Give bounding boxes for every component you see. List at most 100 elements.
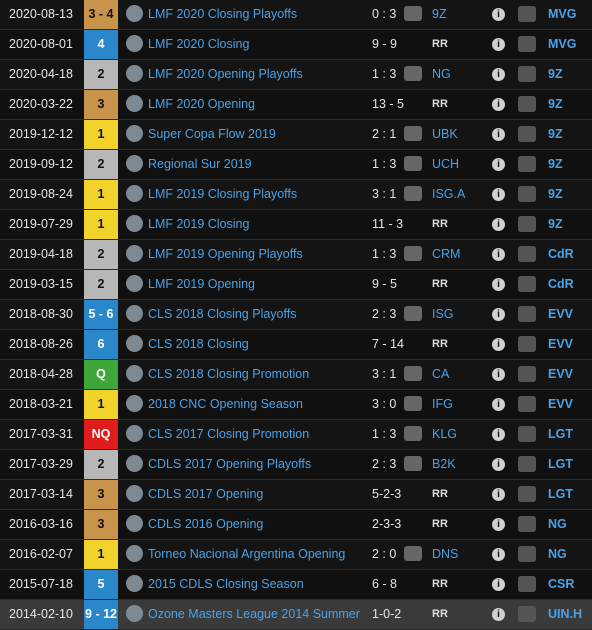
team-link[interactable]: MVG: [548, 7, 577, 21]
team-link[interactable]: NG: [548, 547, 567, 561]
info-icon[interactable]: i: [492, 540, 506, 569]
info-icon[interactable]: i: [492, 390, 506, 419]
tournament-link[interactable]: Torneo Nacional Argentina Opening: [148, 547, 346, 561]
opponent-link[interactable]: 9Z: [432, 7, 447, 21]
ifg-logo-icon[interactable]: [398, 390, 428, 419]
tournament-logo-icon[interactable]: [124, 90, 144, 119]
tournament-logo-icon[interactable]: [124, 330, 144, 359]
info-icon[interactable]: i: [492, 420, 506, 449]
tournament-logo-icon[interactable]: [124, 0, 144, 29]
ca-logo-icon[interactable]: [398, 360, 428, 389]
9z-logo-icon[interactable]: [398, 0, 428, 29]
team-link[interactable]: EVV: [548, 307, 574, 321]
tournament-link[interactable]: LMF 2020 Opening Playoffs: [148, 67, 303, 81]
info-icon[interactable]: i: [492, 60, 506, 89]
info-icon[interactable]: i: [492, 480, 506, 509]
team-link[interactable]: UIN.H: [548, 607, 583, 621]
9z-logo-icon[interactable]: [512, 120, 540, 149]
tournament-logo-icon[interactable]: [124, 270, 144, 299]
crm-logo-icon[interactable]: [398, 240, 428, 269]
dns-logo-icon[interactable]: [398, 540, 428, 569]
info-icon[interactable]: i: [492, 240, 506, 269]
team-link[interactable]: EVV: [548, 337, 574, 351]
evv-logo-icon[interactable]: [512, 330, 540, 359]
tournament-logo-icon[interactable]: [124, 480, 144, 509]
tournament-logo-icon[interactable]: [124, 300, 144, 329]
mvg-logo-icon[interactable]: [512, 0, 540, 29]
opponent-link[interactable]: KLG: [432, 427, 458, 441]
team-link[interactable]: 9Z: [548, 157, 563, 171]
opponent-link[interactable]: ISG: [432, 307, 454, 321]
uch-logo-icon[interactable]: [398, 150, 428, 179]
team-link[interactable]: NG: [548, 517, 567, 531]
team-link[interactable]: LGT: [548, 427, 573, 441]
tournament-logo-icon[interactable]: [124, 240, 144, 269]
isg-logo-icon[interactable]: [398, 180, 428, 209]
opponent-link[interactable]: CRM: [432, 247, 461, 261]
info-icon[interactable]: i: [492, 0, 506, 29]
opponent-link[interactable]: UBK: [432, 127, 458, 141]
ng-logo-icon[interactable]: [398, 60, 428, 89]
ubk-logo-icon[interactable]: [398, 120, 428, 149]
info-icon[interactable]: i: [492, 570, 506, 599]
info-icon[interactable]: i: [492, 210, 506, 239]
isg-logo-icon[interactable]: [398, 300, 428, 329]
opponent-link[interactable]: IFG: [432, 397, 453, 411]
tournament-logo-icon[interactable]: [124, 420, 144, 449]
team-link[interactable]: CdR: [548, 247, 574, 261]
lgt-logo-icon[interactable]: [512, 450, 540, 479]
tournament-link[interactable]: Ozone Masters League 2014 Summer: [148, 607, 360, 621]
tournament-link[interactable]: CDLS 2016 Opening: [148, 517, 264, 531]
9z-logo-icon[interactable]: [512, 90, 540, 119]
tournament-link[interactable]: CLS 2017 Closing Promotion: [148, 427, 310, 441]
tournament-link[interactable]: CDLS 2017 Opening Playoffs: [148, 457, 312, 471]
tournament-link[interactable]: 2015 CDLS Closing Season: [148, 577, 304, 591]
team-link[interactable]: 9Z: [548, 187, 563, 201]
9z-logo-icon[interactable]: [512, 180, 540, 209]
team-link[interactable]: 9Z: [548, 97, 563, 111]
evv-logo-icon[interactable]: [512, 300, 540, 329]
evv-logo-icon[interactable]: [512, 360, 540, 389]
info-icon[interactable]: i: [492, 300, 506, 329]
tournament-logo-icon[interactable]: [124, 450, 144, 479]
info-icon[interactable]: i: [492, 450, 506, 479]
opponent-link[interactable]: ISG.A: [432, 187, 466, 201]
team-link[interactable]: LGT: [548, 457, 573, 471]
info-icon[interactable]: i: [492, 120, 506, 149]
tournament-logo-icon[interactable]: [124, 210, 144, 239]
tournament-link[interactable]: CDLS 2017 Opening: [148, 487, 264, 501]
info-icon[interactable]: i: [492, 600, 506, 629]
team-link[interactable]: EVV: [548, 397, 574, 411]
tournament-link[interactable]: LMF 2019 Opening Playoffs: [148, 247, 303, 261]
9z-logo-icon[interactable]: [512, 60, 540, 89]
info-icon[interactable]: i: [492, 150, 506, 179]
tournament-logo-icon[interactable]: [124, 360, 144, 389]
9z-logo-icon[interactable]: [512, 150, 540, 179]
klg-logo-icon[interactable]: [398, 420, 428, 449]
info-icon[interactable]: i: [492, 360, 506, 389]
ng-logo-icon[interactable]: [512, 510, 540, 539]
opponent-link[interactable]: CA: [432, 367, 450, 381]
tournament-logo-icon[interactable]: [124, 150, 144, 179]
tournament-link[interactable]: LMF 2020 Opening: [148, 97, 256, 111]
cdr-logo-icon[interactable]: [512, 240, 540, 269]
team-link[interactable]: CdR: [548, 277, 574, 291]
team-link[interactable]: 9Z: [548, 217, 563, 231]
opponent-link[interactable]: DNS: [432, 547, 459, 561]
9z-logo-icon[interactable]: [512, 210, 540, 239]
info-icon[interactable]: i: [492, 270, 506, 299]
tournament-link[interactable]: Super Copa Flow 2019: [148, 127, 276, 141]
info-icon[interactable]: i: [492, 30, 506, 59]
team-link[interactable]: MVG: [548, 37, 577, 51]
tournament-link[interactable]: CLS 2018 Closing Promotion: [148, 367, 310, 381]
opponent-link[interactable]: NG: [432, 67, 451, 81]
b2k-logo-icon[interactable]: [398, 450, 428, 479]
tournament-logo-icon[interactable]: [124, 540, 144, 569]
tournament-logo-icon[interactable]: [124, 600, 144, 629]
info-icon[interactable]: i: [492, 510, 506, 539]
team-link[interactable]: 9Z: [548, 67, 563, 81]
tournament-link[interactable]: LMF 2019 Closing: [148, 217, 250, 231]
tournament-link[interactable]: 2018 CNC Opening Season: [148, 397, 303, 411]
csr-logo-icon[interactable]: [512, 570, 540, 599]
tournament-link[interactable]: LMF 2020 Closing: [148, 37, 250, 51]
